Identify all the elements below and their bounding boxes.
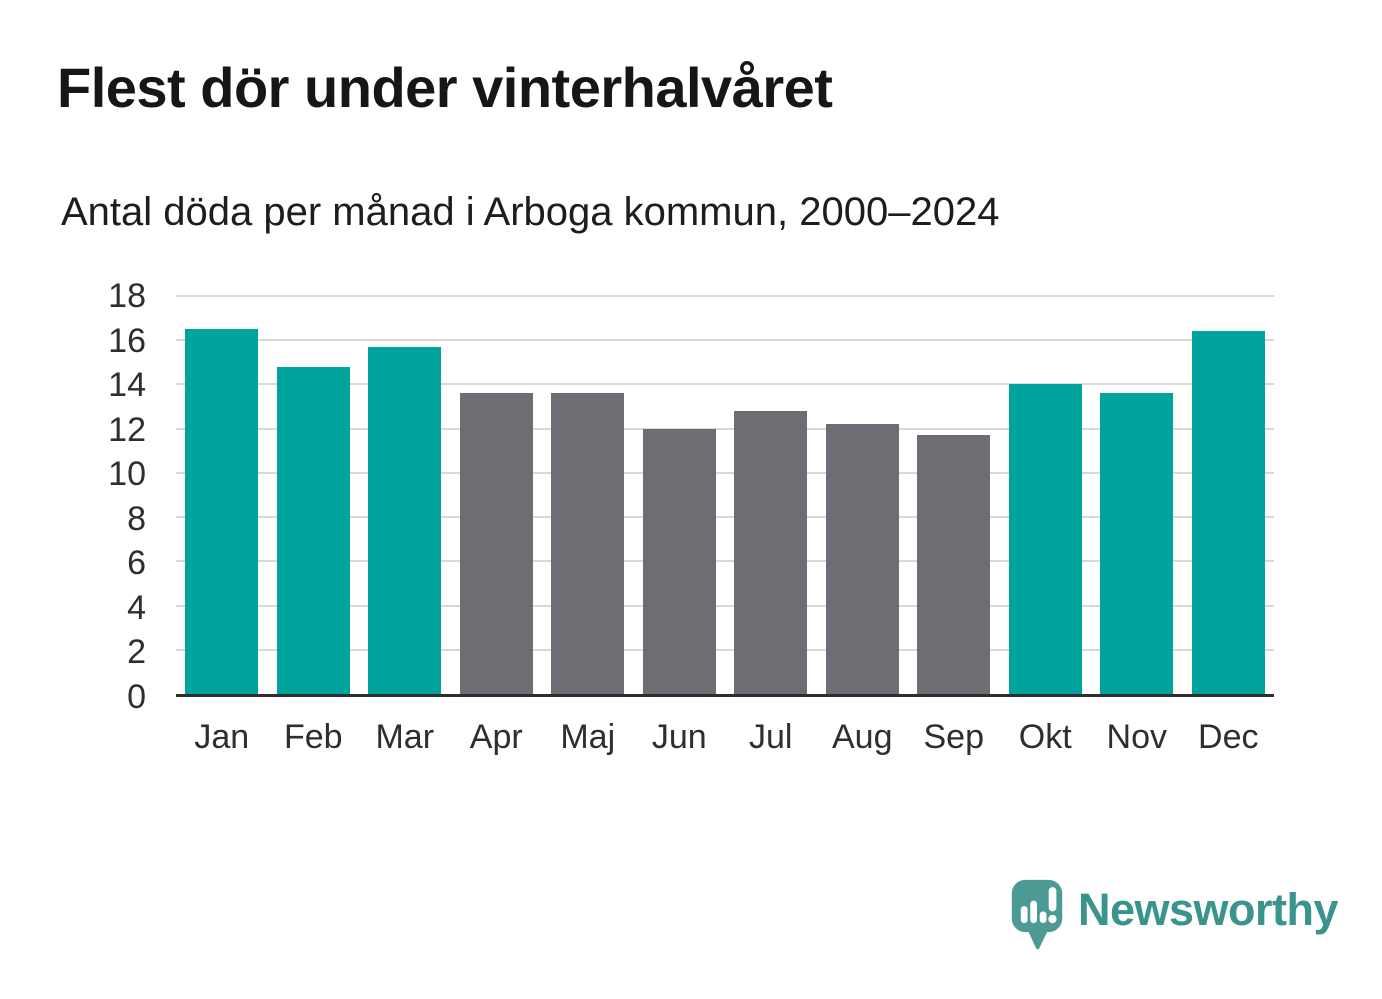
x-tick-label-dec: Dec	[1198, 718, 1259, 756]
bar-slot-apr	[451, 296, 543, 694]
x-tick-label-sep: Sep	[923, 718, 985, 756]
bar-nov	[1100, 393, 1174, 694]
exclamation-glyph	[1048, 887, 1057, 924]
gridline-14	[176, 383, 1274, 386]
bar-feb	[276, 366, 350, 694]
gridline-18	[176, 295, 1274, 297]
x-tick-label-jun: Jun	[651, 718, 707, 756]
bars-container	[176, 296, 1274, 694]
x-tick-label-okt: Okt	[1018, 718, 1072, 756]
bar-jan	[185, 329, 259, 694]
bar-sep	[917, 435, 991, 694]
gridline-8	[176, 516, 1274, 519]
gridline-12	[176, 427, 1274, 430]
y-tick-label-14: 14	[108, 366, 146, 405]
bar-slot-dec	[1183, 296, 1275, 694]
bar-chart-glyph	[1020, 900, 1047, 924]
gridline-4	[176, 604, 1274, 607]
x-tick-label-apr: Apr	[469, 718, 523, 756]
bar-slot-okt	[1000, 296, 1092, 694]
bar-slot-jul	[725, 296, 817, 694]
y-tick-label-18: 18	[108, 277, 146, 315]
y-tick-label-10: 10	[108, 455, 146, 494]
bar-dec	[1191, 331, 1265, 694]
newsworthy-logo: Newsworthy	[1010, 878, 1339, 952]
bar-slot-sep	[908, 296, 1000, 694]
gridline-10	[176, 471, 1274, 474]
y-tick-label-6: 6	[127, 544, 146, 583]
bar-apr	[459, 393, 533, 694]
bar-slot-jun	[634, 296, 726, 694]
y-tick-label-16: 16	[108, 321, 146, 360]
x-axis: Jan Feb Mar Apr Maj Jun Jul Aug Sep Okt Nov Dec	[176, 718, 1274, 757]
y-axis: 0 2 4 6 8 10 12 14 16 18	[60, 279, 160, 714]
chart-subtitle: Antal döda per månad i Arboga kommun, 20…	[61, 190, 1000, 234]
logo-wordmark: Newsworthy	[1078, 884, 1339, 935]
y-tick-label-4: 4	[127, 588, 146, 627]
gridline-6	[176, 560, 1274, 563]
newsworthy-speech-bubble-bar-chart-icon	[1011, 879, 1063, 950]
chart-title: Flest dör under vinterhalvåret	[57, 56, 833, 119]
bar-okt	[1008, 384, 1082, 694]
bar-maj	[551, 393, 625, 694]
bar-aug	[825, 424, 899, 694]
bar-slot-feb	[268, 296, 360, 694]
y-tick-label-12: 12	[108, 410, 146, 449]
bar-mar	[368, 346, 442, 694]
x-tick-label-nov: Nov	[1106, 718, 1167, 756]
bar-slot-mar	[359, 296, 451, 694]
bar-slot-nov	[1091, 296, 1183, 694]
bar-jul	[734, 410, 808, 694]
bar-slot-aug	[817, 296, 909, 694]
x-tick-label-maj: Maj	[560, 718, 616, 756]
x-tick-label-mar: Mar	[375, 718, 435, 756]
x-tick-label-jan: Jan	[194, 718, 250, 756]
x-tick-label-feb: Feb	[283, 718, 343, 756]
plot-area	[176, 295, 1274, 697]
x-tick-label-aug: Aug	[832, 718, 893, 756]
y-tick-label-8: 8	[127, 499, 146, 538]
gridline-16	[176, 339, 1274, 342]
bar-slot-jan	[176, 296, 268, 694]
gridline-2	[176, 648, 1274, 651]
y-tick-label-0: 0	[127, 678, 146, 716]
bar-jun	[642, 428, 716, 694]
bar-slot-maj	[542, 296, 634, 694]
x-tick-label-jul: Jul	[749, 718, 793, 756]
y-tick-label-2: 2	[127, 633, 146, 672]
